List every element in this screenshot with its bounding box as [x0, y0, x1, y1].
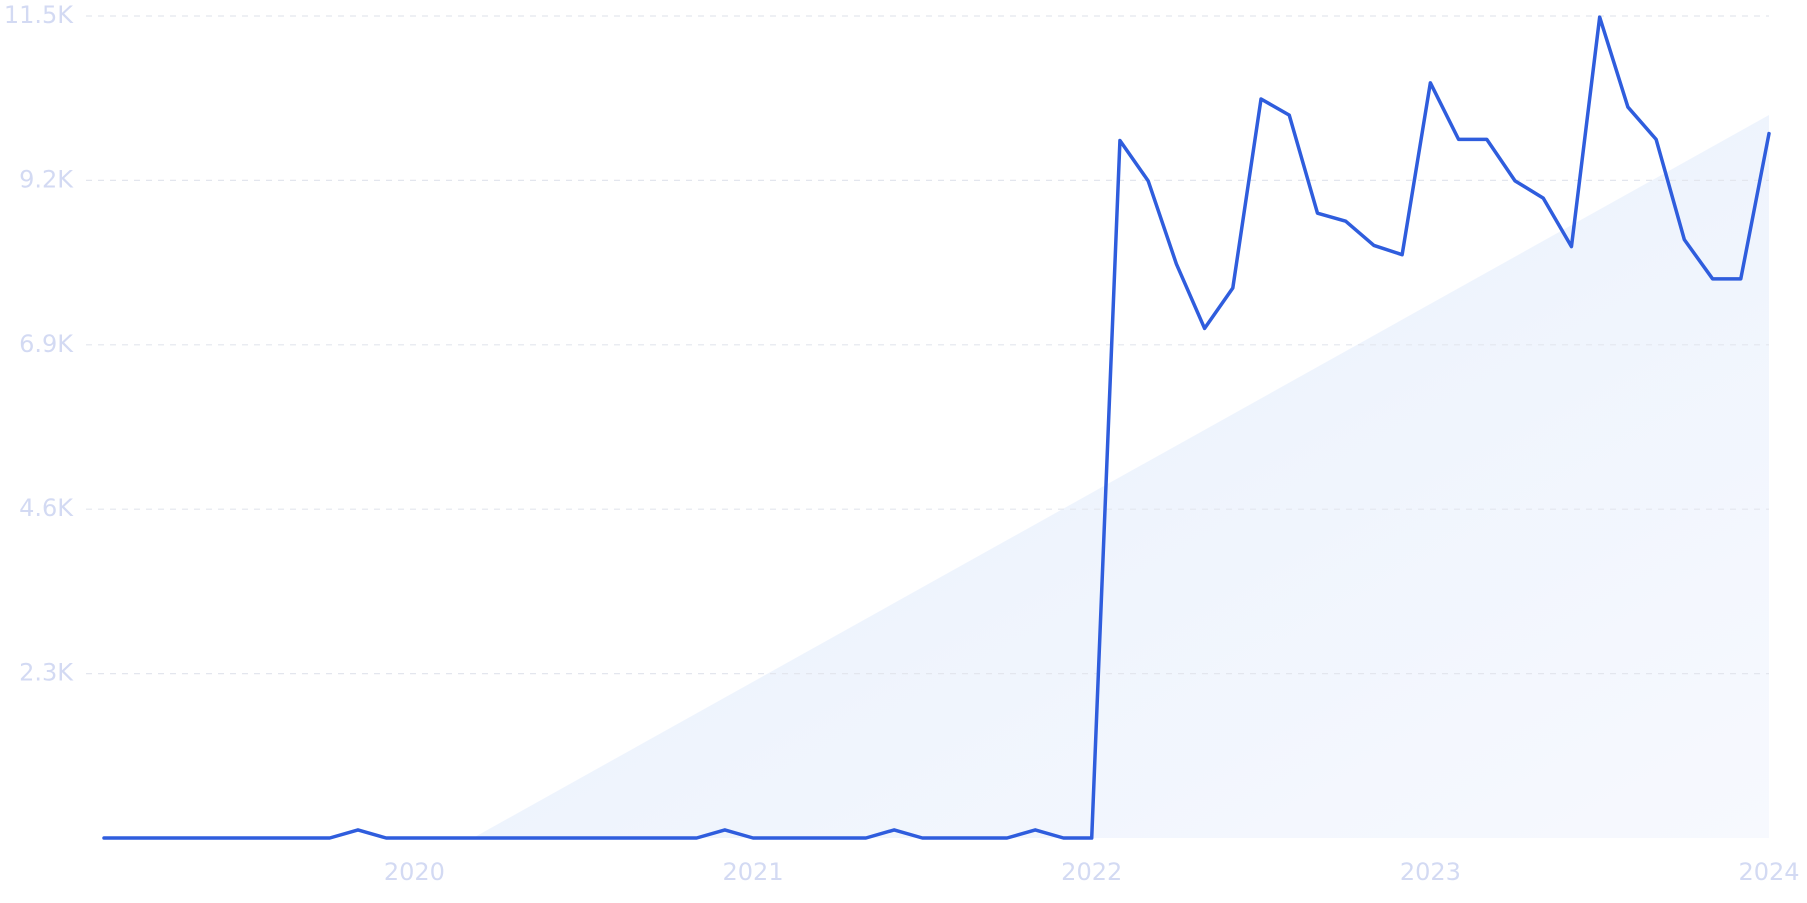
x-tick-label: 2023	[1400, 858, 1461, 886]
x-tick-label: 2022	[1061, 858, 1122, 886]
data-line	[102, 15, 1771, 840]
y-tick-label: 9.2K	[19, 165, 74, 193]
x-tick-label: 2020	[384, 858, 445, 886]
x-tick-label: 2021	[723, 858, 784, 886]
y-tick-label: 11.5K	[4, 1, 74, 29]
y-tick-label: 4.6K	[19, 494, 74, 522]
x-tick-label: 2024	[1738, 858, 1799, 886]
y-tick-label: 6.9K	[19, 330, 74, 358]
background-shape	[473, 115, 1769, 838]
y-tick-label: 2.3K	[19, 659, 74, 687]
